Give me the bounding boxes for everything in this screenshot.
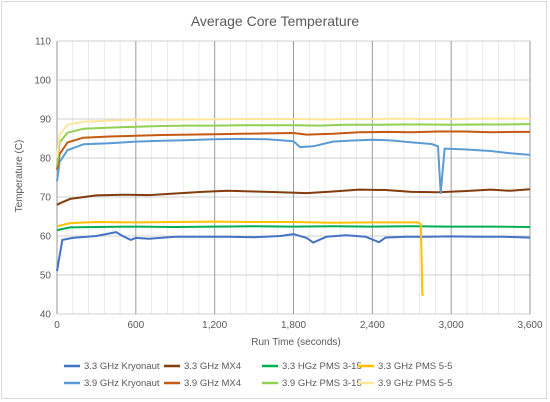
minor-gridlines — [72, 41, 515, 314]
x-tick-label: 2,400 — [360, 320, 385, 331]
y-tick-label: 40 — [40, 310, 52, 321]
x-tick-label: 3,600 — [517, 320, 542, 331]
legend-label: 3.9 GHz Kryonaut — [84, 378, 160, 389]
series-line-6 — [56, 130, 530, 170]
legend-item: 3.3 HGz PMS 3-15 — [262, 361, 362, 372]
legend-label: 3.3 GHz Kryonaut — [84, 361, 160, 372]
legend-item: 3.3 GHz Kryonaut — [64, 361, 160, 372]
legend-label: 3.9 GHz MX4 — [184, 378, 241, 389]
legend-label: 3.9 GHz PMS 3-15 — [282, 378, 362, 389]
x-tick-label: 1,200 — [202, 320, 227, 331]
series-line-3 — [56, 225, 531, 232]
x-tick-label: 1,800 — [281, 320, 306, 331]
series-line-5 — [56, 137, 531, 195]
series-line-2 — [56, 188, 531, 206]
y-axis-label: Temperature (C) — [14, 140, 25, 213]
legend-item: 3.9 GHz PMS 3-15 — [262, 378, 362, 389]
legend: 3.3 GHz Kryonaut 3.3 GHz MX4 3.3 HGz PMS 3… — [64, 361, 452, 389]
legend-item: 3.9 GHz PMS 5-5 — [358, 378, 452, 389]
series-lines — [56, 117, 531, 297]
chart-title: Average Core Temperature — [191, 13, 360, 29]
y-tick-label: 60 — [40, 232, 52, 243]
legend-label: 3.3 GHz PMS 5-5 — [378, 361, 452, 372]
series-line-8 — [56, 117, 530, 159]
legend-label: 3.9 GHz PMS 5-5 — [378, 378, 452, 389]
legend-item: 3.9 GHz Kryonaut — [64, 378, 160, 389]
legend-label: 3.3 GHz MX4 — [184, 361, 241, 372]
y-tick-label: 80 — [40, 154, 52, 165]
x-tick-label: 0 — [54, 320, 60, 331]
y-tick-label: 110 — [35, 37, 51, 48]
y-axis-ticks: 40 50 60 70 80 90 100 110 — [34, 37, 51, 321]
y-tick-label: 100 — [34, 76, 51, 87]
major-gridlines — [56, 40, 531, 315]
x-axis-ticks: 0 600 1,200 1,800 2,400 3,000 3,600 — [54, 320, 543, 331]
legend-item: 3.3 GHz MX4 — [164, 361, 241, 372]
series-line-7 — [56, 123, 531, 166]
y-tick-label: 90 — [40, 115, 52, 126]
y-tick-label: 70 — [40, 193, 52, 204]
y-tick-label: 50 — [40, 271, 52, 282]
legend-item: 3.3 GHz PMS 5-5 — [358, 361, 452, 372]
x-tick-label: 600 — [127, 320, 144, 331]
x-tick-label: 3,000 — [439, 320, 464, 331]
x-axis-label: Run Time (seconds) — [251, 337, 340, 348]
series-line-1 — [56, 231, 531, 272]
legend-label: 3.3 HGz PMS 3-15 — [282, 361, 362, 372]
legend-item: 3.9 GHz MX4 — [164, 378, 241, 389]
series-line-4 — [56, 220, 425, 297]
